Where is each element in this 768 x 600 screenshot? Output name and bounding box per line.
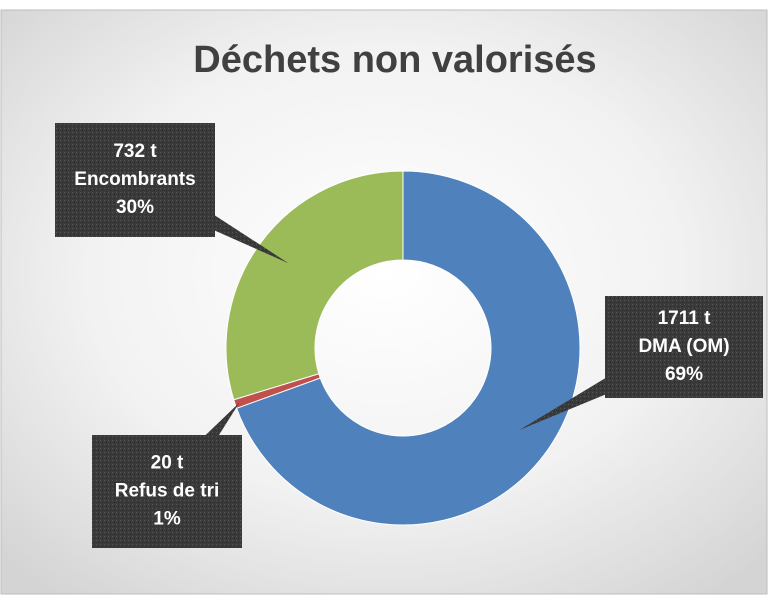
percent-label: 1%	[153, 509, 181, 530]
callout-box	[605, 296, 763, 398]
data-callout: 20 t Refus de tri 1%	[92, 402, 242, 548]
category-label: Encombrants	[74, 169, 195, 190]
percent-label: 30%	[116, 197, 154, 218]
value-label: 732 t	[113, 141, 157, 162]
data-callout: 1711 t DMA (OM) 69%	[519, 296, 763, 430]
category-label: DMA (OM)	[638, 336, 729, 357]
percent-label: 69%	[665, 364, 703, 385]
value-label: 1711 t	[658, 308, 711, 329]
category-label: Refus de tri	[115, 481, 220, 502]
data-callout: 732 t Encombrants 30%	[55, 123, 289, 264]
chart-title: Déchets non valorisés	[193, 39, 596, 81]
donut-slice	[235, 170, 581, 526]
donut-slice	[225, 170, 404, 401]
callout-box	[92, 435, 242, 548]
value-label: 20 t	[151, 453, 184, 474]
callout-box	[55, 123, 215, 237]
